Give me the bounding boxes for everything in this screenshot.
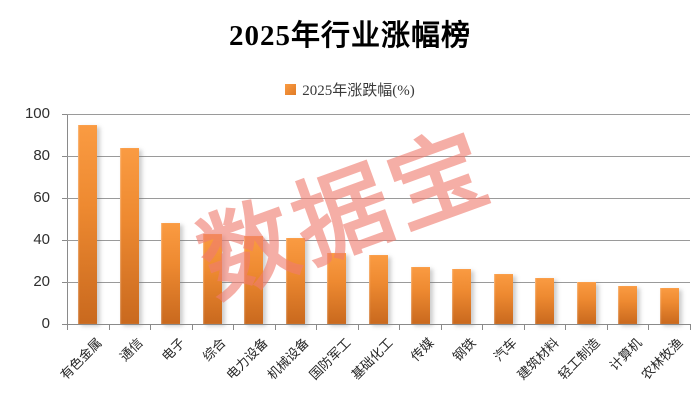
gridline-100: [67, 114, 690, 115]
bar-12: [576, 282, 596, 324]
chart-title: 2025年行业涨幅榜: [228, 20, 471, 52]
y-axis-label-20: 20: [33, 273, 50, 290]
x-axis-tick: [357, 325, 359, 330]
x-axis-tick: [648, 325, 650, 330]
bar-3: [202, 233, 222, 324]
legend-label: 2025年涨跌幅(%): [302, 83, 415, 99]
x-axis-tick: [67, 325, 68, 330]
y-axis-line: [67, 114, 68, 325]
y-axis-label-40: 40: [33, 231, 50, 248]
bar-7: [369, 254, 388, 324]
x-axis-tick: [440, 325, 442, 330]
bar-13: [618, 286, 638, 324]
bar-4: [244, 235, 264, 324]
bar-9: [452, 269, 472, 324]
y-axis-label-0: 0: [41, 315, 50, 332]
y-axis-label-60: 60: [33, 189, 50, 206]
x-axis-tick: [606, 325, 608, 330]
y-axis-tick: [62, 324, 67, 325]
x-axis-line: [67, 324, 691, 325]
plot-area: [67, 114, 690, 324]
x-axis-tick: [523, 325, 525, 330]
legend: 2025年涨跌幅(%): [0, 79, 700, 100]
x-axis-tick: [150, 325, 152, 330]
bar-5: [285, 237, 305, 324]
y-axis-label-100: 100: [24, 105, 50, 122]
gridline-80: [67, 156, 690, 157]
y-axis-tick: [62, 198, 67, 199]
bar-10: [493, 273, 513, 324]
gridline-40: [67, 240, 690, 241]
gridline-60: [67, 198, 690, 199]
x-axis-tick: [565, 325, 567, 330]
x-axis-tick: [191, 325, 193, 330]
bar-11: [535, 277, 555, 324]
x-axis-tick: [108, 325, 110, 330]
bar-0: [78, 124, 98, 324]
bar-2: [161, 223, 181, 324]
y-axis-tick: [62, 156, 67, 157]
x-axis-tick: [690, 325, 691, 330]
y-axis-tick: [62, 282, 67, 283]
x-axis-tick: [274, 325, 276, 330]
x-axis-tick: [233, 325, 235, 330]
y-axis-tick: [62, 240, 67, 241]
x-axis-tick: [316, 325, 318, 330]
legend-swatch-icon: [285, 84, 297, 95]
bar-1: [119, 147, 139, 324]
bar-14: [659, 288, 679, 324]
bar-8: [410, 267, 430, 324]
bar-6: [327, 252, 347, 324]
x-axis-tick: [399, 325, 401, 330]
y-axis-tick: [62, 114, 67, 115]
y-axis-label-80: 80: [33, 147, 50, 164]
x-axis-tick: [482, 325, 484, 330]
